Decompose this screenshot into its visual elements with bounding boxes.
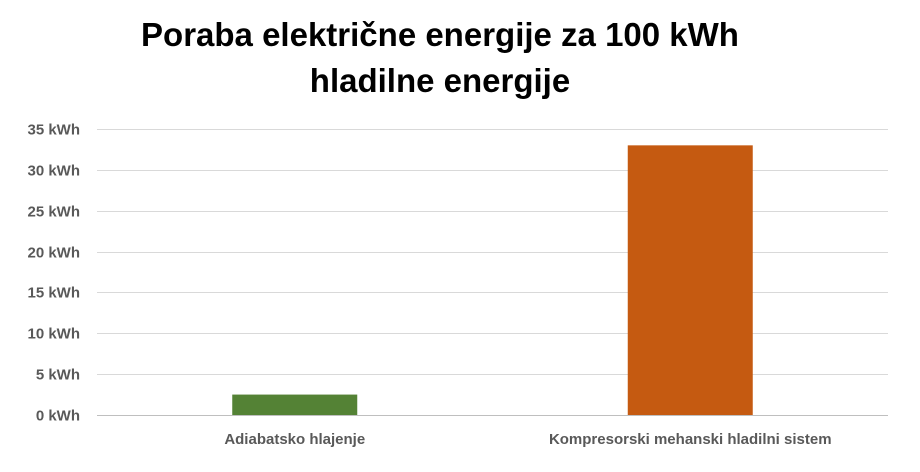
chart-title-line-1: Poraba električne energije za 100 kWh — [141, 16, 739, 53]
y-axis-tick-labels: 0 kWh 5 kWh 10 kWh 15 kWh 20 kWh 25 kWh 30 kWh… — [27, 122, 80, 425]
y-tick-label: 0 kWh — [36, 408, 80, 425]
x-category-label: Kompresorski mehanski hladilni sistem — [549, 431, 832, 448]
chart-title-line-2: hladilne energije — [309, 62, 571, 99]
y-tick-label: 15 kWh — [27, 285, 80, 302]
y-tick-label: 30 kWh — [27, 163, 80, 180]
gridlines — [97, 129, 888, 416]
x-category-label: Adiabatsko hlajenje — [224, 431, 365, 448]
y-tick-label: 20 kWh — [27, 245, 80, 262]
chart-title: Poraba električne energije za 100 kWh hl… — [90, 12, 790, 104]
y-tick-label: 35 kWh — [27, 122, 80, 139]
bar-adiabatic-cooling — [232, 394, 358, 415]
y-tick-label: 10 kWh — [27, 326, 80, 343]
x-axis-category-labels: Adiabatsko hlajenje Kompresorski mehanski… — [224, 431, 831, 448]
bar-compressor-cooling — [627, 145, 753, 416]
y-tick-label: 25 kWh — [27, 204, 80, 221]
y-tick-label: 5 kWh — [36, 367, 80, 384]
bars — [232, 145, 753, 416]
